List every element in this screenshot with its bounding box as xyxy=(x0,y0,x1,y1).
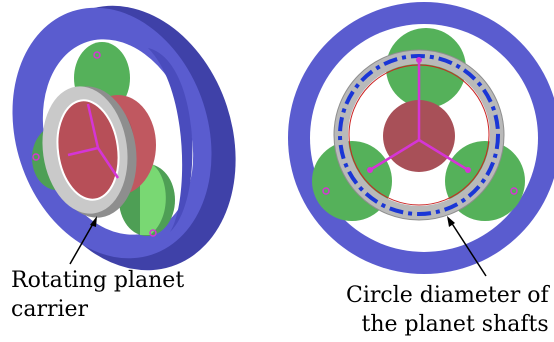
carrier-caption-line1: Rotating planet xyxy=(11,266,184,295)
shaft-circle-caption-line1: Circle diameter of xyxy=(346,281,549,310)
shaft-circle-caption-line2: the planet shafts xyxy=(346,310,549,339)
left-3d-gear-view xyxy=(0,0,269,298)
carrier-caption-line2: carrier xyxy=(11,295,184,324)
arm-node xyxy=(367,167,373,173)
shaft-circle-caption: Circle diameter of the planet shafts xyxy=(346,281,549,339)
arm-node xyxy=(416,57,422,63)
right-front-gear-view xyxy=(288,2,554,276)
carrier-caption: Rotating planet carrier xyxy=(11,266,184,324)
arm-node xyxy=(465,167,471,173)
